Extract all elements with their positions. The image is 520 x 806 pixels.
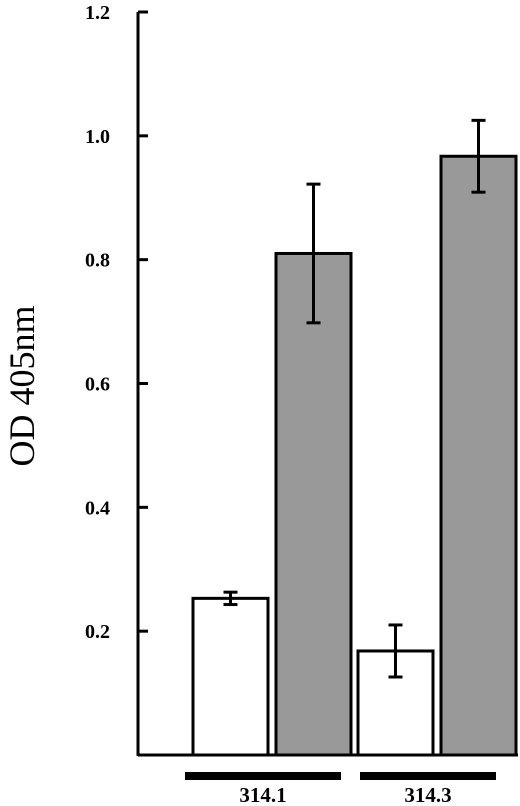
y-tick-label: 0.4 [85,497,110,519]
y-tick-label: 1.2 [85,2,110,24]
y-tick-label: 1.0 [85,126,110,148]
error-bars [223,118,486,679]
group-label: 314.1 [239,783,286,806]
bar [439,154,518,757]
bar [274,251,353,757]
y-axis: 0.2 0.4 0.6 0.8 1.0 1.2 [85,2,148,756]
group-underline [360,772,496,780]
y-axis-title: OD 405nm [2,306,42,467]
group-label: 314.3 [404,783,451,806]
bars [191,154,518,757]
group-labels: 314.1 314.3 [185,772,496,806]
group-underline [185,772,341,780]
y-tick-label: 0.6 [85,374,110,396]
y-tick-label: 0.2 [85,621,110,643]
bar [191,596,270,757]
y-tick-label: 0.8 [85,250,110,272]
